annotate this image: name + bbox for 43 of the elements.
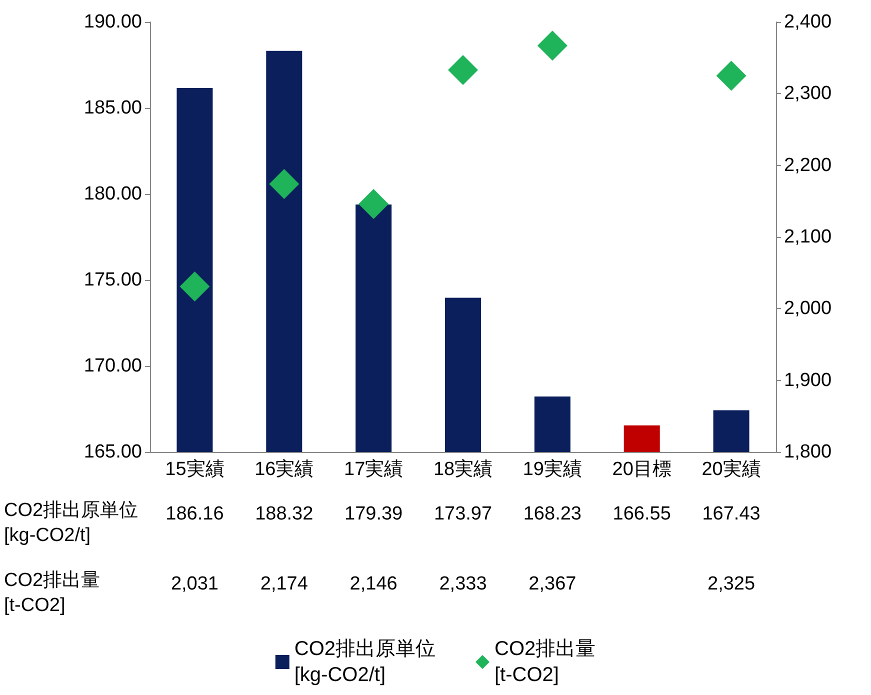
y2-tick-label: 2,100 [784,226,832,248]
legend-label: CO2排出原単位 [kg-CO2/t] [294,638,436,686]
point [180,271,210,302]
x-tick-label: 18実績 [433,458,493,480]
data-label: 188.32 [255,504,314,524]
point [716,60,746,91]
x-tick-label: 19実績 [522,458,582,480]
y2-tick-label: 2,300 [784,83,832,104]
y-tick-label: 165.00 [84,442,142,462]
point [537,30,568,61]
y2-tick-label: 1,900 [784,370,832,391]
y2-tick-label: 2,200 [784,154,832,176]
y-tick-label: 180.00 [84,184,142,204]
data-label: 167.43 [702,504,760,524]
y2-tick-label: 2,000 [784,298,832,320]
data-label: 179.39 [344,504,403,524]
data-label: 2,146 [350,574,398,594]
data-label: 2,031 [170,574,218,594]
y2-tick-label: 1,800 [784,442,832,462]
data-label: 173.97 [434,504,492,524]
y2-tick-label: 2,400 [784,12,832,32]
x-tick-label: 16実績 [254,458,314,480]
data-label: 186.16 [166,504,224,524]
y-tick-label: 190.00 [84,12,142,32]
point [358,189,389,220]
y-tick-label: 170.00 [84,356,142,376]
data-label: 168.23 [523,504,582,524]
x-tick-label: 17実績 [344,458,404,480]
data-label: 2,174 [260,574,308,594]
data-label: 2,333 [439,574,487,594]
point [448,55,478,86]
data-label: 166.55 [612,504,671,524]
y-tick-label: 185.00 [84,98,142,118]
x-tick-label: 20目標 [612,459,672,480]
point [269,168,300,199]
text: CO2排出原単位 [kg-CO2/t] [4,500,138,546]
x-tick-label: 20実績 [702,458,761,480]
data-label: 2,325 [708,574,756,594]
text: CO2排出量 [t-CO2] [4,570,100,616]
x-tick-label: 15実績 [165,458,224,480]
legend-label: CO2排出量 [t-CO2] [494,638,596,686]
y-tick-label: 175.00 [84,270,142,290]
data-label: 2,367 [528,574,576,594]
